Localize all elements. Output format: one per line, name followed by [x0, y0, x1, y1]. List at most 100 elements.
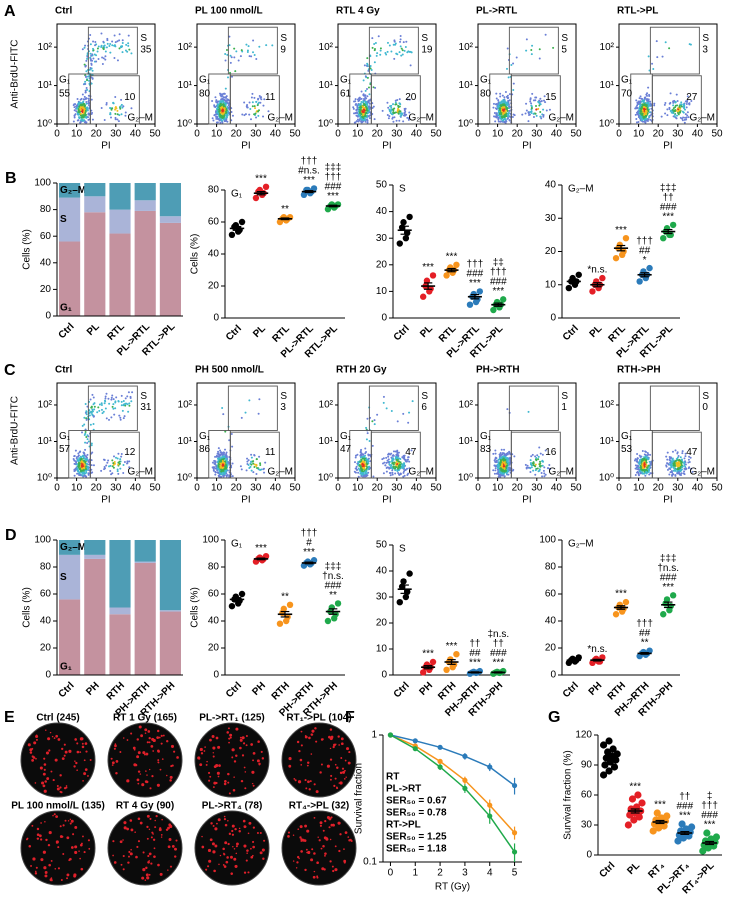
- colony-dot: [170, 765, 172, 767]
- colony-dot: [252, 759, 254, 761]
- density-dot: [113, 102, 115, 104]
- density-dot: [86, 79, 88, 81]
- density-dot: [250, 464, 252, 466]
- density-dot: [645, 102, 647, 104]
- colony-dot: [48, 749, 50, 751]
- density-dot: [497, 471, 499, 473]
- density-dot: [404, 113, 406, 115]
- density-dot: [226, 49, 228, 51]
- density-dot: [680, 101, 682, 103]
- x-tick-label: 20: [231, 483, 243, 494]
- density-dot: [680, 456, 682, 458]
- density-dot: [399, 51, 401, 53]
- density-dot: [216, 122, 218, 124]
- density-dot: [80, 106, 82, 108]
- density-dot: [227, 102, 229, 104]
- data-point: [420, 294, 426, 300]
- density-dot: [675, 101, 677, 103]
- density-dot: [106, 462, 108, 464]
- density-dot: [666, 108, 668, 110]
- density-dot: [392, 474, 394, 476]
- density-dot: [400, 461, 402, 463]
- density-dot: [391, 469, 393, 471]
- colony-dot: [136, 755, 139, 758]
- colony-dot: [156, 736, 159, 739]
- x-tick-label: 10: [352, 483, 364, 494]
- density-dot: [529, 99, 531, 101]
- density-dot: [539, 103, 541, 105]
- colony-dot: [50, 732, 51, 733]
- data-point: [397, 599, 403, 605]
- y-tick-label: 10⁰: [599, 119, 614, 130]
- density-dot: [499, 462, 501, 464]
- y-tick-label: 10²: [38, 42, 53, 53]
- density-dot: [358, 468, 360, 470]
- density-dot: [115, 118, 117, 120]
- density-dot: [364, 117, 366, 119]
- density-dot: [648, 100, 650, 102]
- x-tick-label: 20: [231, 129, 243, 140]
- density-dot: [492, 453, 494, 455]
- colony-dot: [130, 733, 132, 735]
- colony-dot: [111, 758, 113, 760]
- bar-segment: [109, 614, 130, 675]
- density-dot: [260, 98, 262, 100]
- y-tick-label: 20: [545, 643, 557, 654]
- y-tick-label: 40: [40, 257, 52, 268]
- gate-value: 31: [140, 402, 152, 413]
- density-dot: [241, 49, 243, 51]
- x-axis-label: PI: [382, 141, 391, 152]
- colony-dot: [243, 742, 245, 744]
- density-dot: [105, 464, 107, 466]
- gate-name: G₂–M: [127, 467, 153, 478]
- x-tick-label: 50: [711, 129, 723, 140]
- density-dot: [500, 470, 502, 472]
- density-dot: [365, 451, 367, 453]
- density-dot: [122, 464, 124, 466]
- colony-dot: [209, 776, 211, 778]
- y-tick-label: 10²: [178, 42, 193, 53]
- density-dot: [122, 51, 124, 53]
- density-dot: [109, 52, 111, 54]
- density-dot: [404, 108, 406, 110]
- density-dot: [367, 64, 369, 66]
- density-dot: [81, 104, 83, 106]
- density-dot: [366, 115, 368, 117]
- colony-dot: [65, 751, 68, 754]
- bar-segment: [109, 234, 130, 316]
- density-dot: [364, 474, 366, 476]
- colony-dot: [214, 765, 217, 768]
- x-tick-label: PL: [85, 321, 102, 338]
- density-dot: [101, 402, 103, 404]
- density-dot: [546, 110, 548, 112]
- density-dot: [360, 459, 362, 461]
- density-dot: [216, 116, 218, 118]
- panel-label: A: [4, 3, 16, 20]
- density-dot: [530, 455, 532, 457]
- density-dot: [84, 442, 86, 444]
- colony-dot: [138, 770, 140, 772]
- density-dot: [114, 407, 116, 409]
- density-dot: [494, 469, 496, 471]
- density-dot: [94, 53, 96, 55]
- colony-dot: [82, 743, 84, 745]
- colony-dot: [252, 783, 253, 784]
- x-tick-label: 30: [250, 129, 262, 140]
- y-axis-label: Cells (%): [22, 229, 33, 270]
- y-tick-label: 10²: [459, 400, 474, 411]
- data-point: [453, 651, 459, 657]
- density-dot: [81, 102, 83, 104]
- x-tick-label: 0: [335, 483, 341, 494]
- density-dot: [116, 110, 118, 112]
- segment-label: G₁: [60, 303, 72, 314]
- colony-dot: [137, 738, 139, 740]
- density-dot: [223, 458, 225, 460]
- gate-value: 11: [265, 92, 276, 103]
- significance: ***: [469, 658, 481, 669]
- y-tick-label: 10¹: [459, 436, 474, 447]
- gate-name: G₂–M: [548, 112, 574, 123]
- bar-segment: [135, 183, 156, 200]
- density-dot: [637, 121, 639, 123]
- density-dot: [81, 468, 83, 470]
- density-dot: [684, 461, 686, 463]
